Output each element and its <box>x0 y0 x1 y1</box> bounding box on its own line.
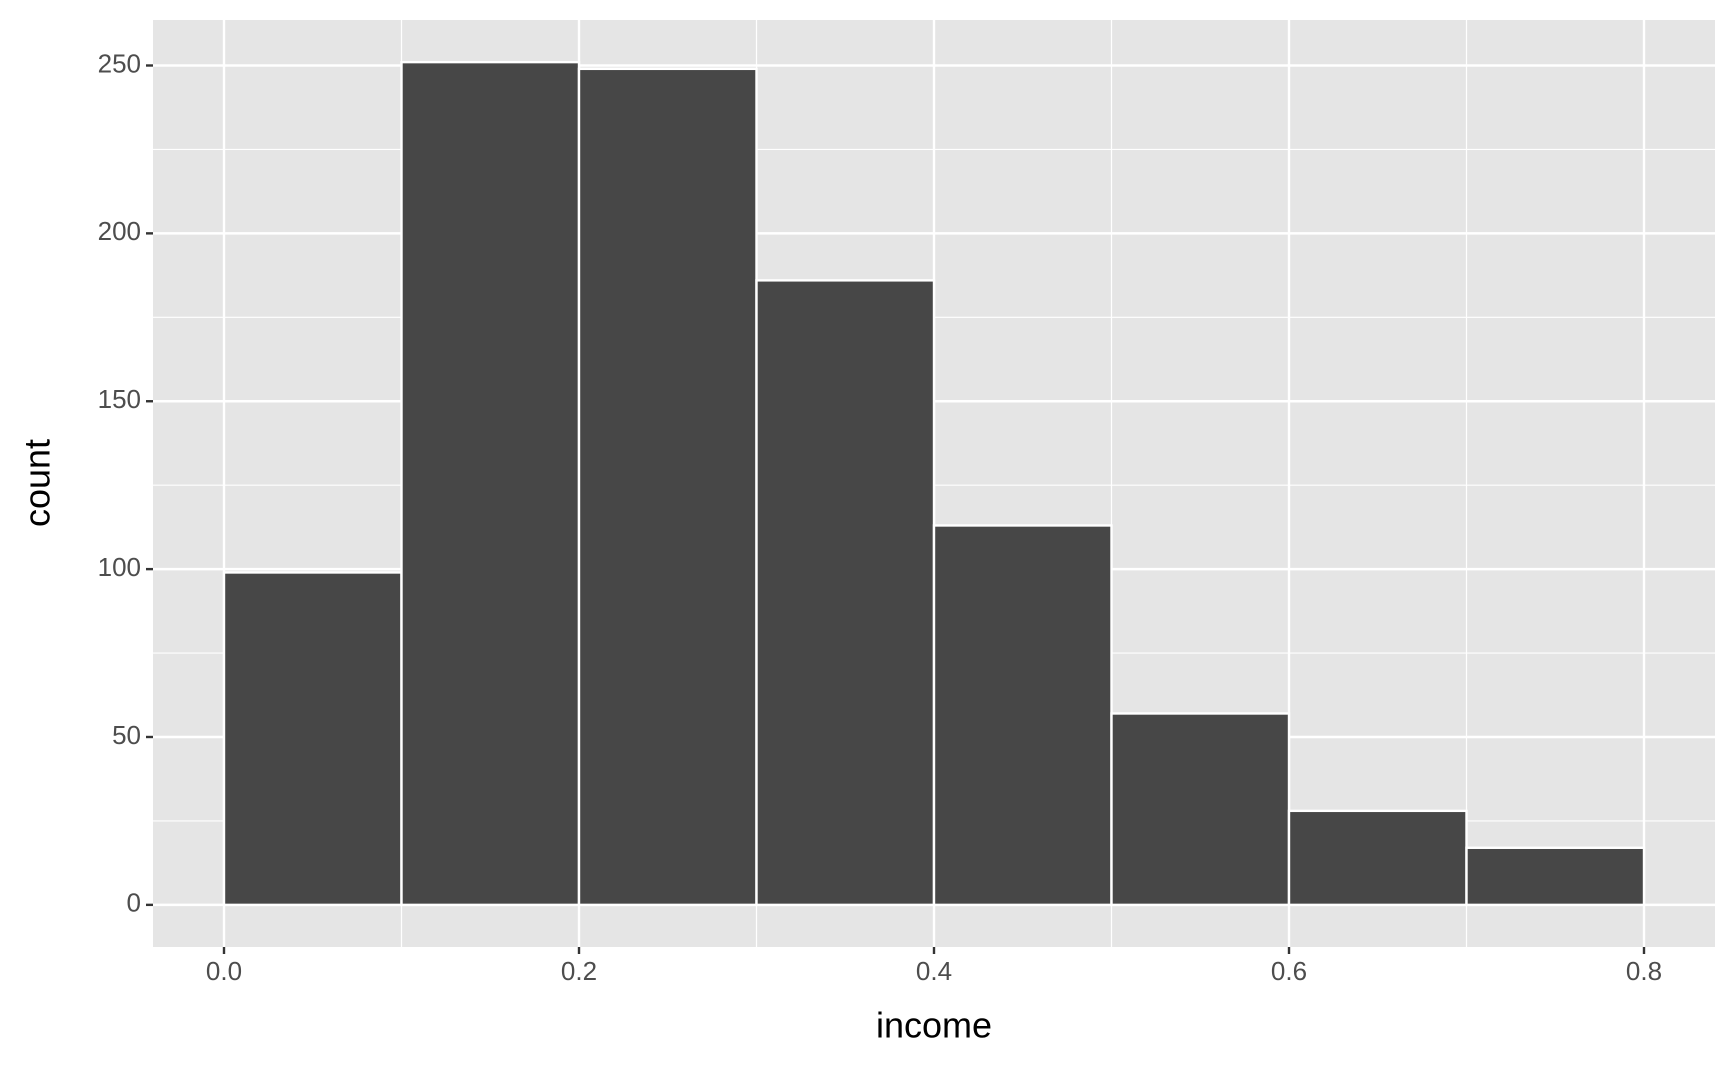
bar <box>1110 712 1291 907</box>
bar <box>932 524 1113 907</box>
x-tick-label: 0.2 <box>561 956 597 986</box>
bar <box>222 571 403 907</box>
x-tick-label: 0.4 <box>916 956 952 986</box>
y-tick-label: 50 <box>112 720 141 750</box>
bar <box>577 67 758 907</box>
bar <box>755 279 936 907</box>
x-tick-label: 0.6 <box>1271 956 1307 986</box>
y-tick-label: 0 <box>127 888 141 918</box>
x-tick-label: 0.0 <box>206 956 242 986</box>
y-axis-title: count <box>17 439 58 527</box>
y-tick-label: 250 <box>98 48 141 78</box>
y-tick-label: 200 <box>98 216 141 246</box>
x-axis-title: income <box>876 1005 992 1046</box>
bar <box>400 60 581 907</box>
y-tick-label: 100 <box>98 552 141 582</box>
y-tick-label: 150 <box>98 384 141 414</box>
bar <box>1465 846 1646 907</box>
bar <box>1287 809 1468 907</box>
x-tick-label: 0.8 <box>1626 956 1662 986</box>
